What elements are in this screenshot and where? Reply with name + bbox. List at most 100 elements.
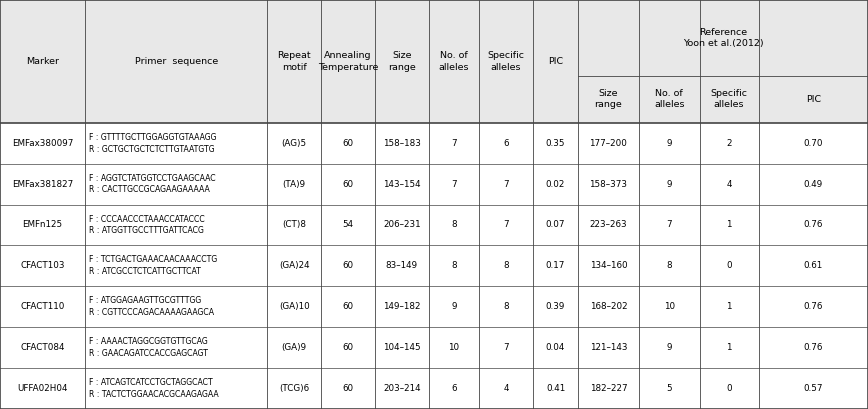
Text: Repeat
motif: Repeat motif	[278, 51, 311, 72]
Text: 0.39: 0.39	[546, 302, 565, 311]
Text: 143–154: 143–154	[383, 180, 421, 189]
Text: CFACT110: CFACT110	[20, 302, 65, 311]
Text: Primer  sequence: Primer sequence	[135, 57, 218, 66]
Text: (AG)5: (AG)5	[282, 139, 306, 148]
Text: 4: 4	[727, 180, 732, 189]
Text: 177–200: 177–200	[589, 139, 628, 148]
Text: 0.17: 0.17	[546, 261, 565, 270]
Text: 0.35: 0.35	[546, 139, 565, 148]
Text: F : GTTTTGCTTGGAGGTGTAAAGG
R : GCTGCTGCTCTCTTGTAATGTG: F : GTTTTGCTTGGAGGTGTAAAGG R : GCTGCTGCT…	[89, 133, 216, 153]
Text: 9: 9	[667, 139, 672, 148]
Text: 60: 60	[343, 384, 353, 393]
Text: 8: 8	[451, 261, 457, 270]
Text: Size
range: Size range	[388, 51, 416, 72]
Text: 0: 0	[727, 261, 732, 270]
Text: 121–143: 121–143	[589, 343, 628, 352]
Bar	[0, 204, 868, 245]
Text: F : ATCAGTCATCCTGCTAGGCACT
R : TACTCTGGAACACGCAAGAGAA: F : ATCAGTCATCCTGCTAGGCACT R : TACTCTGGA…	[89, 378, 218, 399]
Text: EMFax380097: EMFax380097	[12, 139, 73, 148]
Text: UFFA02H04: UFFA02H04	[17, 384, 68, 393]
Text: EMFn125: EMFn125	[23, 220, 62, 229]
Text: 8: 8	[667, 261, 672, 270]
Text: No. of
alleles: No. of alleles	[438, 51, 470, 72]
Bar	[0, 123, 868, 164]
Text: 149–182: 149–182	[383, 302, 421, 311]
Text: 0.76: 0.76	[804, 220, 823, 229]
Text: 0.49: 0.49	[804, 180, 823, 189]
Bar	[0, 286, 868, 327]
Text: CFACT084: CFACT084	[20, 343, 65, 352]
Text: 0: 0	[727, 384, 732, 393]
Bar	[0, 245, 868, 286]
Text: CFACT103: CFACT103	[20, 261, 65, 270]
Text: 223–263: 223–263	[589, 220, 628, 229]
Text: 1: 1	[727, 302, 732, 311]
Text: F : ATGGAGAAGTTGCGTTTGG
R : CGTTCCCAGACAAAAGAAGCA: F : ATGGAGAAGTTGCGTTTGG R : CGTTCCCAGACA…	[89, 297, 214, 317]
Text: Reference
Yoon et al.(2012): Reference Yoon et al.(2012)	[683, 28, 763, 48]
Text: 0.76: 0.76	[804, 302, 823, 311]
Text: No. of
alleles: No. of alleles	[654, 89, 685, 110]
Bar	[0, 164, 868, 204]
Text: PIC: PIC	[548, 57, 563, 66]
Text: Marker: Marker	[26, 57, 59, 66]
Text: 9: 9	[667, 180, 672, 189]
Text: F : AGGTCTATGGTCCTGAAGCAAC
R : CACTTGCCGCAGAAGAAAAA: F : AGGTCTATGGTCCTGAAGCAAC R : CACTTGCCG…	[89, 174, 215, 194]
Text: Size
range: Size range	[595, 89, 622, 110]
Text: 8: 8	[503, 261, 509, 270]
Text: 0.57: 0.57	[804, 384, 823, 393]
Text: Specific
alleles: Specific alleles	[711, 89, 747, 110]
Text: 0.04: 0.04	[546, 343, 565, 352]
Text: 0.41: 0.41	[546, 384, 565, 393]
Bar	[0, 327, 868, 368]
Text: 158–373: 158–373	[589, 180, 628, 189]
Text: (GA)9: (GA)9	[282, 343, 306, 352]
Text: (TA)9: (TA)9	[283, 180, 306, 189]
Text: 206–231: 206–231	[383, 220, 421, 229]
Text: 60: 60	[343, 180, 353, 189]
Text: (TCG)6: (TCG)6	[279, 384, 309, 393]
Text: 6: 6	[451, 384, 457, 393]
Text: 7: 7	[451, 180, 457, 189]
Text: 9: 9	[667, 343, 672, 352]
Text: 6: 6	[503, 139, 509, 148]
Text: 0.70: 0.70	[804, 139, 823, 148]
Text: 168–202: 168–202	[589, 302, 628, 311]
Text: (GA)10: (GA)10	[279, 302, 310, 311]
Text: 7: 7	[503, 220, 509, 229]
Text: 1: 1	[727, 220, 732, 229]
Text: 7: 7	[503, 180, 509, 189]
Text: Annealing
Temperature: Annealing Temperature	[318, 51, 378, 72]
Text: 7: 7	[503, 343, 509, 352]
Text: 10: 10	[449, 343, 459, 352]
Text: 54: 54	[343, 220, 353, 229]
Text: 9: 9	[451, 302, 457, 311]
Text: 8: 8	[451, 220, 457, 229]
Text: (CT)8: (CT)8	[282, 220, 306, 229]
Text: Specific
alleles: Specific alleles	[488, 51, 524, 72]
Bar	[0, 368, 868, 409]
Text: 182–227: 182–227	[589, 384, 628, 393]
Text: 104–145: 104–145	[383, 343, 421, 352]
Text: 158–183: 158–183	[383, 139, 421, 148]
Text: 60: 60	[343, 261, 353, 270]
Text: F : AAAACTAGGCGGTGTTGCAG
R : GAACAGATCCACCGAGCAGT: F : AAAACTAGGCGGTGTTGCAG R : GAACAGATCCA…	[89, 337, 207, 358]
Text: 4: 4	[503, 384, 509, 393]
Text: 10: 10	[664, 302, 674, 311]
Text: 60: 60	[343, 343, 353, 352]
Text: 1: 1	[727, 343, 732, 352]
Text: 5: 5	[667, 384, 672, 393]
Text: 0.76: 0.76	[804, 343, 823, 352]
Text: 2: 2	[727, 139, 732, 148]
Text: EMFax381827: EMFax381827	[12, 180, 73, 189]
Text: 60: 60	[343, 302, 353, 311]
Text: PIC: PIC	[806, 94, 821, 104]
Text: (GA)24: (GA)24	[279, 261, 310, 270]
Text: 60: 60	[343, 139, 353, 148]
Text: 8: 8	[503, 302, 509, 311]
Bar	[0, 0, 868, 123]
Text: 203–214: 203–214	[383, 384, 421, 393]
Text: 7: 7	[451, 139, 457, 148]
Text: 7: 7	[667, 220, 672, 229]
Text: F : CCCAACCCTAAACCATACCC
R : ATGGTTGCCTTTGATTCACG: F : CCCAACCCTAAACCATACCC R : ATGGTTGCCTT…	[89, 215, 204, 235]
Text: 0.61: 0.61	[804, 261, 823, 270]
